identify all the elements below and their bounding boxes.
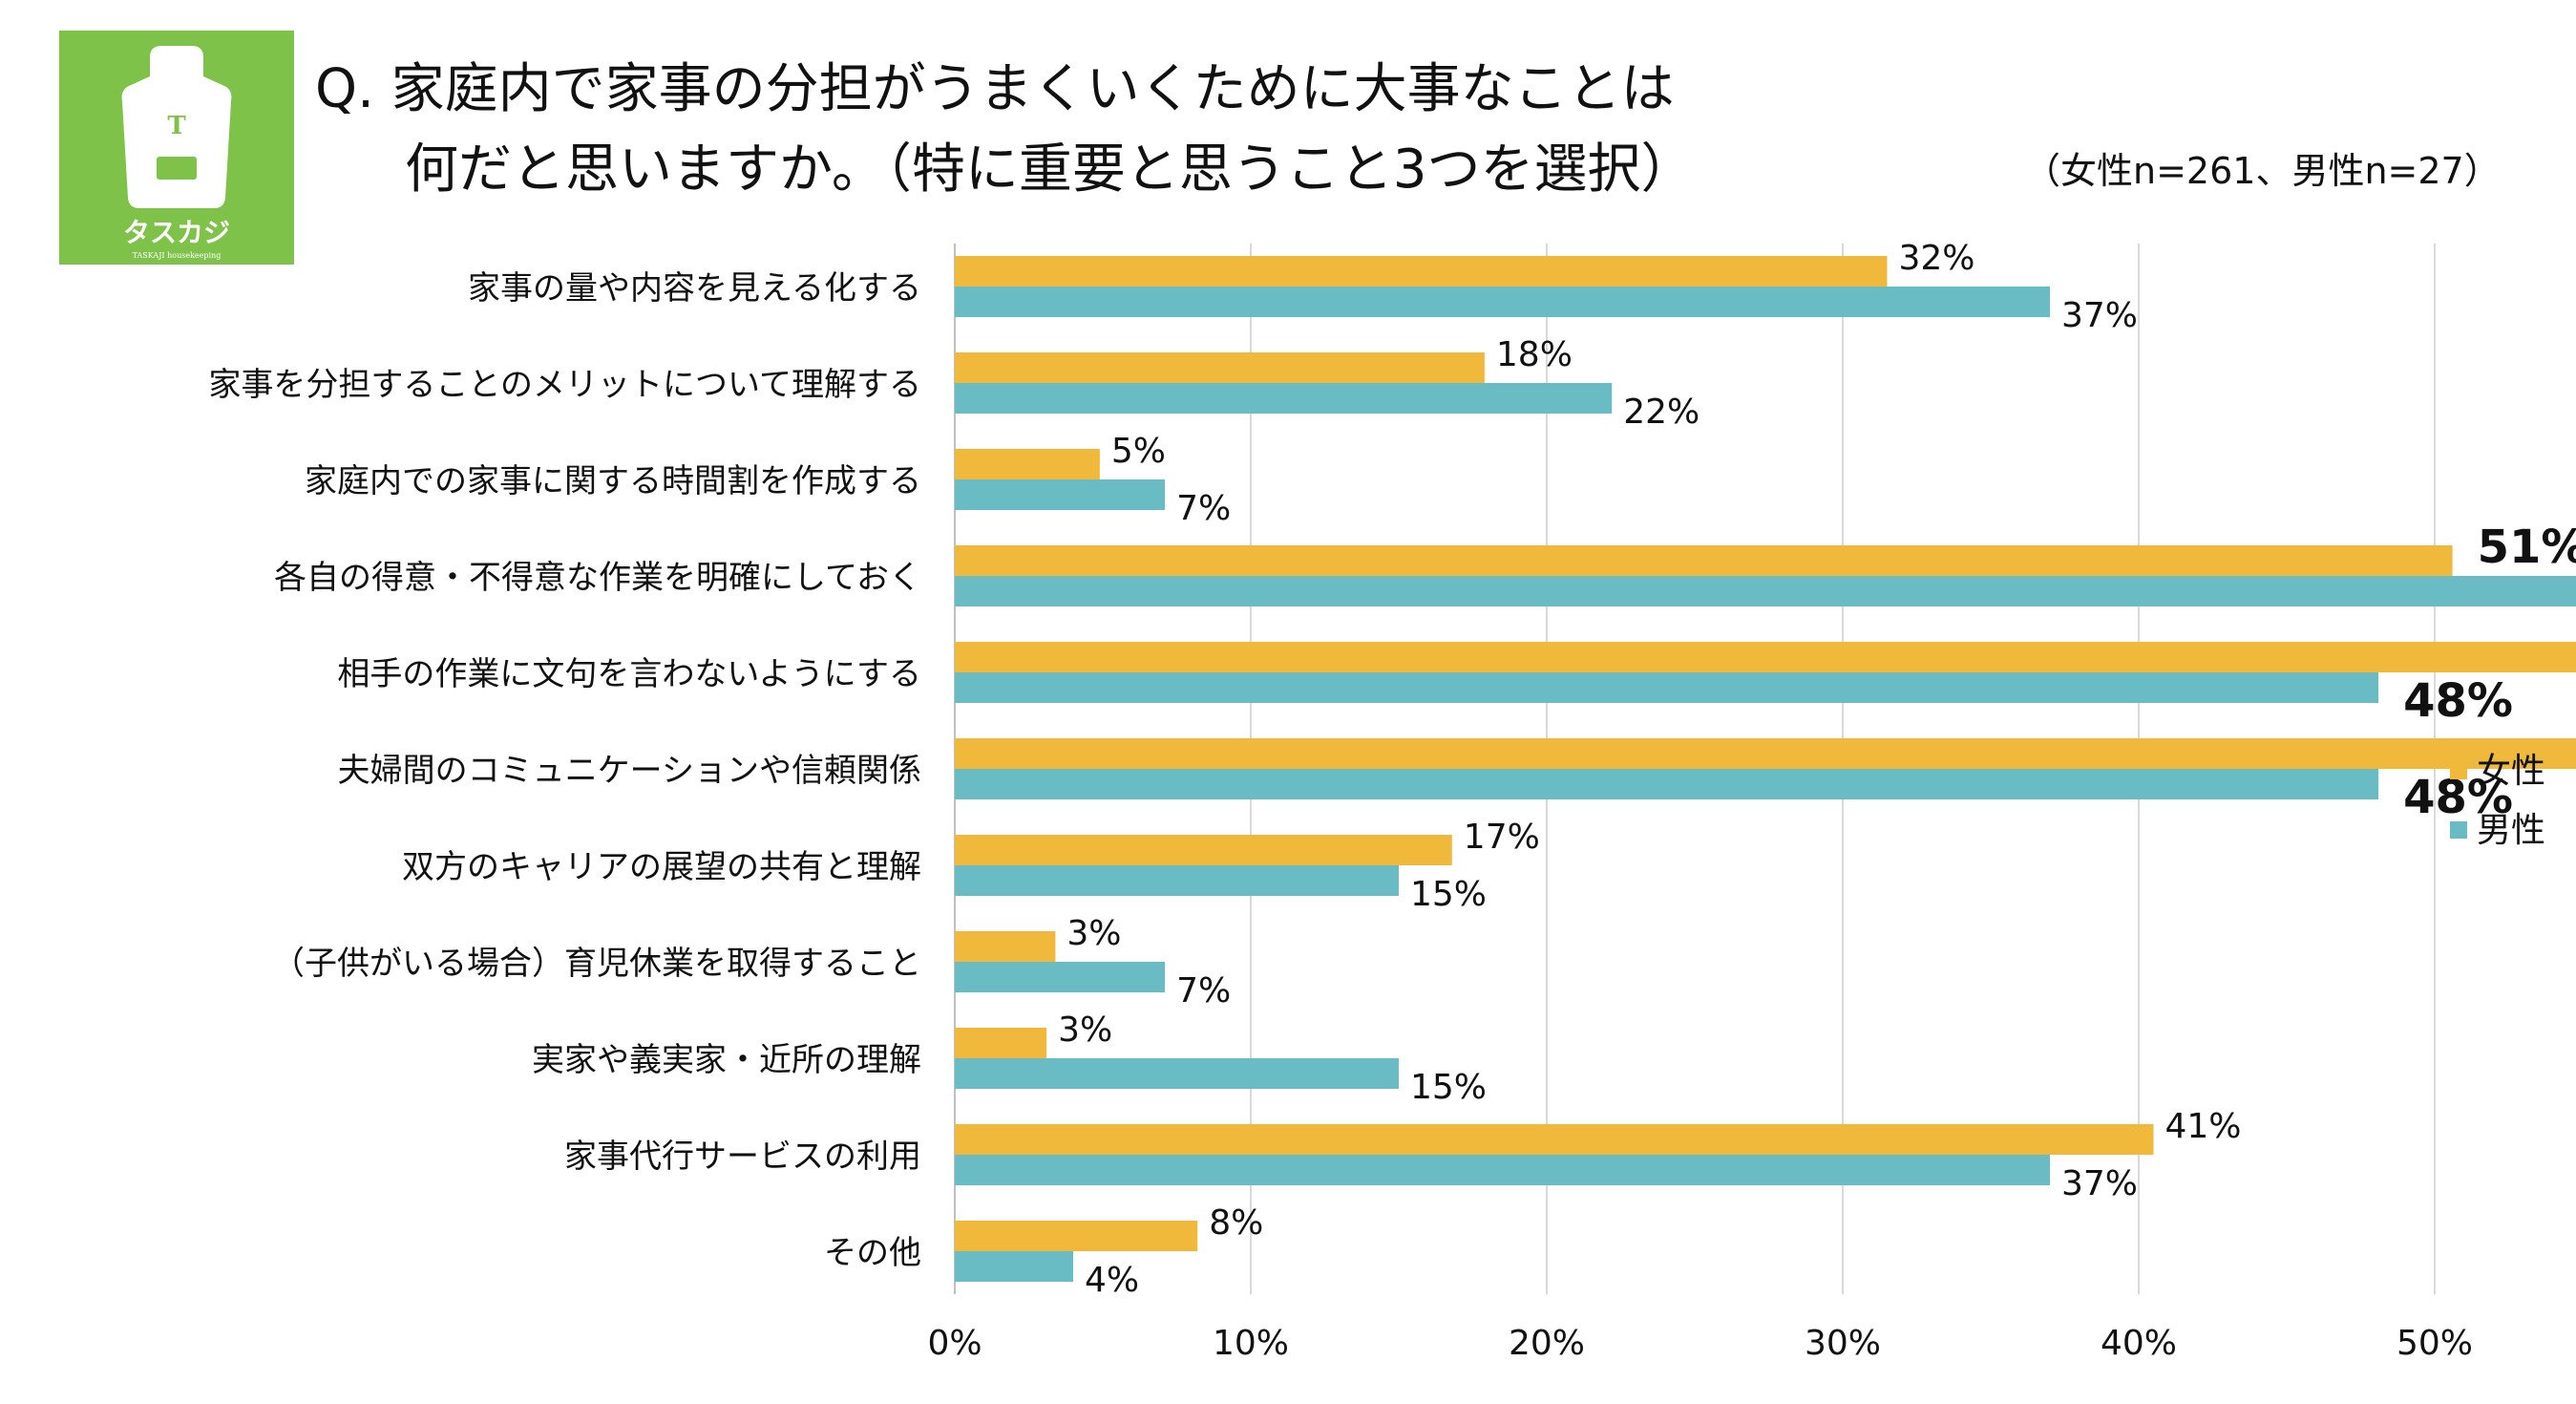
sample-size-note: （女性n=261、男性n=27）: [2024, 150, 2501, 192]
data-label: 22%: [1623, 393, 1700, 432]
category-label: その他: [824, 1234, 921, 1272]
data-label: 15%: [1410, 1068, 1487, 1107]
data-label: 17%: [1464, 818, 1540, 857]
bar-male: [955, 576, 2576, 606]
bar-female: [955, 642, 2576, 672]
bar-male: [955, 672, 2379, 703]
logo-brand: タスカジ: [123, 217, 230, 248]
x-tick-label: 30%: [1805, 1324, 1881, 1363]
bar-male: [955, 287, 2050, 317]
bar-female: [955, 738, 2576, 769]
data-label: 4%: [1085, 1261, 1139, 1300]
bar-male: [955, 383, 1613, 414]
data-label: 41%: [2165, 1107, 2242, 1146]
data-label: 37%: [2061, 296, 2138, 335]
data-label: 37%: [2061, 1164, 2138, 1203]
data-label: 3%: [1058, 1010, 1112, 1050]
category-label: 実家や義実家・近所の理解: [532, 1041, 921, 1079]
bar-female: [955, 1221, 1198, 1251]
category-label: 夫婦間のコミュニケーションや信頼関係: [338, 752, 921, 790]
category-label: 双方のキャリアの展望の共有と理解: [402, 848, 921, 886]
category-label: 各自の得意・不得意な作業を明確にしておく: [274, 559, 921, 597]
category-label: 家庭内での家事に関する時間割を作成する: [305, 462, 921, 500]
bar-female: [955, 352, 1485, 383]
data-label: 48%: [2403, 771, 2513, 824]
bar-male: [955, 1155, 2050, 1185]
data-label: 18%: [1496, 335, 1573, 374]
bar-male: [955, 962, 1166, 992]
x-tick-label: 0%: [927, 1324, 982, 1363]
tasukaji-logo: T タスカジ TASKAJI housekeeping: [59, 31, 294, 265]
bar-female: [955, 835, 1452, 865]
category-label: 家事を分担することのメリットについて理解する: [208, 366, 921, 404]
x-tick-label: 20%: [1509, 1324, 1585, 1363]
category-label: 家事代行サービスの利用: [564, 1138, 921, 1176]
data-label: 7%: [1176, 489, 1231, 528]
bar-male: [955, 1251, 1073, 1282]
x-tick-label: 10%: [1213, 1324, 1289, 1363]
category-label: 家事の量や内容を見える化する: [468, 269, 921, 308]
data-label: 51%: [2478, 521, 2576, 574]
data-label: 7%: [1176, 971, 1231, 1010]
bar-female: [955, 1124, 2154, 1155]
category-label: 相手の作業に文句を言わないようにする: [337, 655, 921, 693]
category-label: （子供がいる場合）育児休業を取得すること: [272, 945, 921, 983]
legend-label-male: 男性: [2477, 811, 2545, 850]
title-line-2: 何だと思いますか。（特に重要と思うこと3つを選択）: [405, 138, 1695, 201]
bar-male: [955, 479, 1166, 510]
bar-female: [955, 256, 1888, 287]
x-tick-label: 50%: [2397, 1324, 2473, 1363]
bar-female: [955, 1028, 1047, 1058]
data-label: 3%: [1066, 914, 1121, 953]
x-tick-label: 40%: [2101, 1324, 2177, 1363]
apron-icon: [121, 46, 232, 208]
legend-swatch-male: [2450, 821, 2467, 839]
data-label: 15%: [1410, 875, 1487, 914]
bar-female: [955, 931, 1056, 962]
bar-female: [955, 449, 1100, 479]
legend-swatch-female: [2450, 762, 2467, 779]
bar-female: [955, 545, 2453, 576]
data-label: 32%: [1899, 239, 1975, 278]
bar-male: [955, 865, 1399, 896]
apron-pocket: [157, 157, 197, 180]
bar-male: [955, 769, 2379, 799]
logo-letter: T: [167, 112, 186, 140]
data-label: 5%: [1111, 432, 1166, 471]
data-label: 48%: [2403, 674, 2513, 728]
bar-male: [955, 1058, 1399, 1089]
data-label: 8%: [1209, 1203, 1263, 1243]
logo-tagline: TASKAJI housekeeping: [133, 251, 222, 260]
title-line-1: Q. 家庭内で家事の分担がうまくいくために大事なことは: [315, 58, 1675, 120]
page-title: Q. 家庭内で家事の分担がうまくいくために大事なことは 何だと思いますか。（特に…: [315, 50, 1695, 210]
legend-label-female: 女性: [2477, 752, 2545, 791]
